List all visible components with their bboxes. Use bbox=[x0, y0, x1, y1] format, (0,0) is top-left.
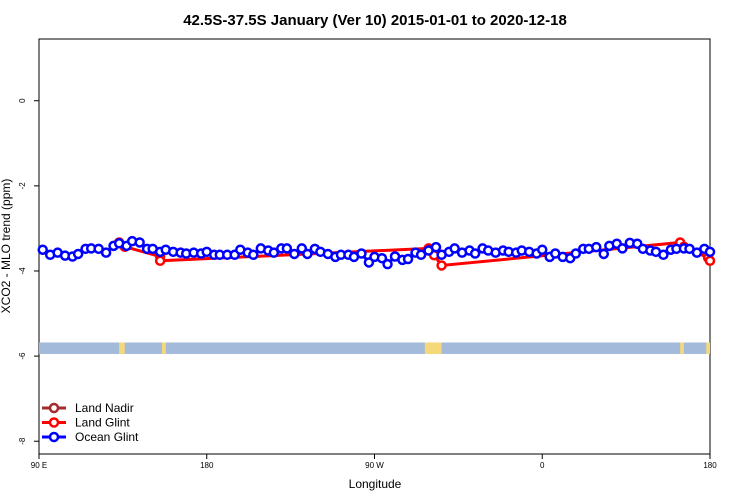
legend-label: Land Glint bbox=[75, 416, 130, 430]
data-point bbox=[704, 255, 716, 267]
land-mask-segment bbox=[424, 342, 442, 354]
x-tick-label: 0 bbox=[540, 461, 545, 470]
x-tick-label: 90 W bbox=[365, 461, 384, 470]
legend-label: Ocean Glint bbox=[75, 430, 139, 444]
data-point bbox=[356, 248, 367, 259]
data-point bbox=[376, 252, 388, 264]
land-mask-segment bbox=[119, 342, 125, 354]
x-tick-label: 180 bbox=[703, 461, 717, 470]
legend-item: Ocean Glint bbox=[42, 430, 139, 444]
legend-label: Land Nadir bbox=[75, 401, 134, 415]
x-axis-label: Longitude bbox=[349, 477, 402, 491]
data-point bbox=[591, 241, 602, 253]
y-tick-label: -2 bbox=[18, 182, 27, 190]
data-point bbox=[430, 241, 442, 253]
data-point bbox=[402, 253, 414, 265]
data-point bbox=[154, 255, 166, 267]
data-point bbox=[72, 248, 84, 260]
data-point bbox=[268, 247, 280, 258]
y-tick-label: -6 bbox=[18, 352, 27, 360]
data-point bbox=[469, 248, 481, 259]
data-point bbox=[302, 248, 313, 260]
legend-marker bbox=[48, 402, 60, 414]
data-point bbox=[617, 243, 628, 254]
legend-item: Land Nadir bbox=[42, 401, 134, 415]
data-point bbox=[704, 246, 716, 258]
land-mask-segment bbox=[162, 342, 166, 354]
x-tick-label: 180 bbox=[200, 461, 214, 470]
data-point bbox=[658, 249, 669, 261]
chart-title: 42.5S-37.5S January (Ver 10) 2015-01-01 … bbox=[183, 12, 567, 29]
y-axis: 0 -2 -4 -6 -8 bbox=[18, 98, 39, 445]
legend-item: Land Glint bbox=[42, 416, 130, 430]
data-point bbox=[382, 258, 393, 270]
data-point bbox=[37, 244, 48, 255]
legend-marker bbox=[48, 417, 60, 428]
land-mask-segment bbox=[680, 342, 684, 354]
data-point bbox=[281, 243, 293, 254]
y-tick-label: -4 bbox=[18, 267, 27, 275]
x-axis: 90 E 180 90 W 0 180 bbox=[31, 454, 717, 470]
data-point bbox=[289, 248, 300, 260]
data-point bbox=[134, 237, 145, 248]
land-mask-band bbox=[39, 342, 710, 354]
series-ocean-glint bbox=[37, 235, 716, 270]
data-point bbox=[449, 243, 460, 254]
land-mask-segment bbox=[706, 342, 710, 354]
y-axis-label: XCO2 - MLO trend (ppm) bbox=[0, 179, 13, 314]
data-point bbox=[436, 260, 447, 271]
y-tick-label: -8 bbox=[18, 437, 27, 445]
ocean-mask bbox=[39, 342, 710, 354]
data-point bbox=[537, 244, 548, 255]
y-tick-label: 0 bbox=[18, 98, 27, 103]
x-tick-label: 90 E bbox=[31, 461, 47, 470]
data-point bbox=[100, 247, 112, 258]
legend-marker bbox=[48, 431, 60, 443]
data-point bbox=[415, 249, 427, 261]
data-point bbox=[570, 248, 582, 259]
series-layer bbox=[37, 235, 716, 271]
data-point bbox=[598, 248, 610, 260]
data-point bbox=[248, 249, 259, 261]
